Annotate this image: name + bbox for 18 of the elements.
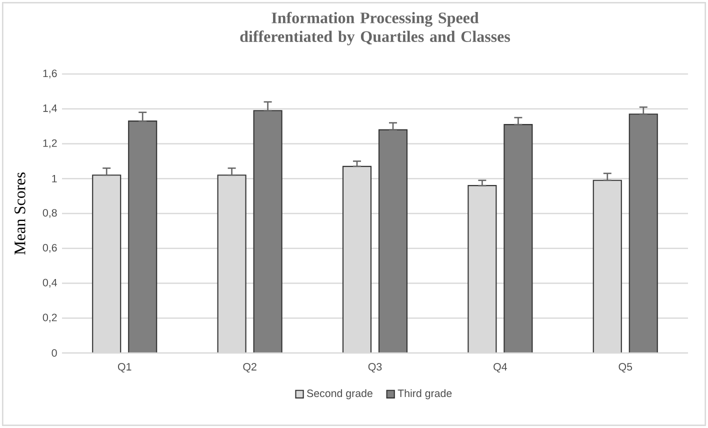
- x-tick-label: Q1: [118, 363, 132, 372]
- y-tick-label: 0,6: [42, 244, 57, 253]
- y-tick-label: 0: [52, 349, 57, 357]
- x-tick-label: Q5: [618, 363, 632, 372]
- x-tick-label: Q4: [494, 363, 508, 372]
- x-tick-label: Q3: [368, 363, 382, 372]
- y-tick-label: 1,4: [43, 104, 57, 114]
- y-tick-label: 0,8: [42, 209, 57, 218]
- y-tick-label: 1,6: [43, 70, 57, 78]
- x-tick-label: Q2: [243, 363, 256, 372]
- y-tick-label: 0,2: [42, 314, 57, 323]
- y-axis-title: Mean Scores: [14, 172, 26, 255]
- y-tick-label: 1,2: [43, 139, 57, 148]
- chart-title: Information Processing Speed differentiated by Quartiles and Classes: [240, 12, 510, 46]
- legend-label: Second grade: [306, 389, 372, 400]
- legend-label: Third grade: [398, 389, 452, 400]
- y-tick-label: 1: [52, 174, 57, 182]
- y-tick-label: 0,4: [42, 278, 57, 288]
